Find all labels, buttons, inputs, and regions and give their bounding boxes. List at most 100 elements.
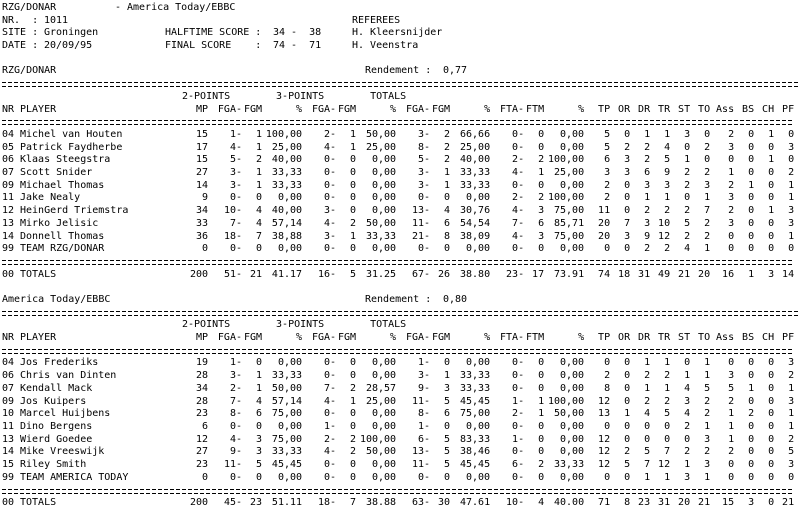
stat-cell: 0 — [768, 357, 775, 369]
separator-line — [2, 344, 795, 358]
stat-cell: 3 — [788, 459, 795, 471]
stat-cell: 0,00 — [466, 357, 491, 369]
stat-cell: 3 — [684, 395, 691, 407]
stat-cell: 4 — [684, 408, 691, 420]
stat-cell: 0 — [538, 446, 545, 458]
stat-cell: 18 — [618, 268, 631, 280]
stat-cell: 3 — [788, 395, 795, 407]
stat-cell: 15 — [195, 154, 208, 166]
team1-rendement-label: Rendement : — [365, 65, 432, 77]
stat-cell: 1 — [255, 382, 262, 394]
stat-cell: 2- — [512, 154, 525, 166]
stat-cell: 0- — [418, 192, 431, 204]
column-header-cell: FGM — [432, 103, 451, 115]
stat-cell: 1 — [788, 382, 795, 394]
stat-cell: 0 — [684, 357, 691, 369]
stat-cell: 0 — [624, 370, 631, 382]
stat-cell: 1 — [788, 421, 795, 432]
stat-cell: 0 — [350, 154, 357, 166]
stat-cell: 0- — [512, 471, 525, 483]
player-name-cell: Kendall Mack — [20, 382, 93, 394]
stat-cell: 100,00 — [547, 154, 585, 166]
stat-cell: 0 — [748, 357, 755, 369]
column-header-cell: FGA- — [405, 103, 431, 115]
stat-cell: 8- — [418, 141, 431, 153]
stat-cell: 11- — [412, 217, 431, 229]
column-header-cell: DR — [638, 103, 651, 115]
player-name-cell: Dino Bergens — [20, 421, 93, 432]
stat-cell: 23 — [638, 497, 651, 509]
column-header-cell: FGM — [243, 103, 262, 115]
stat-cell: 0,00 — [371, 421, 397, 432]
final-label: FINAL SCORE : — [165, 40, 262, 52]
stat-cell: 1 — [255, 128, 262, 140]
stat-cell: 6 — [201, 421, 208, 432]
stat-cell: 13 — [598, 408, 611, 420]
stat-cell: 1- — [512, 395, 525, 407]
group-header-cell: TOTALS — [370, 319, 490, 332]
stat-cell: 0,00 — [560, 433, 585, 445]
stat-cell: 51.11 — [271, 497, 303, 509]
stat-cell: 0 — [748, 459, 755, 471]
team2-title: America Today/EBBC — [2, 294, 111, 306]
stat-cell: 0- — [512, 382, 525, 394]
stat-cell: 3 — [538, 230, 545, 242]
group-header-label: TOTALS — [370, 90, 407, 102]
stat-cell: 1 — [644, 357, 651, 369]
player-number-cell: 04 — [2, 128, 15, 140]
player-row: 11 Jake Nealy 9 0- 0 0,00 0- 0 0,00 0- 0 0,00 2- 2 100… — [2, 192, 794, 205]
stat-cell: 7- — [323, 382, 337, 394]
stat-cell: 3- — [418, 128, 431, 140]
stat-cell: 33 — [195, 217, 208, 229]
stat-cell: 25,00 — [365, 395, 397, 407]
referees-label: REFEREES — [352, 14, 401, 26]
stat-cell: 0- — [512, 128, 525, 140]
stat-cell: 2- — [512, 408, 525, 420]
stat-cell: 1 — [684, 154, 691, 166]
stat-cell: 45,45 — [459, 459, 491, 471]
stat-cell: 4 — [644, 408, 651, 420]
stat-cell: 1 — [350, 230, 357, 242]
player-number-cell: 99 — [2, 243, 15, 255]
stat-cell: 0 — [768, 471, 775, 483]
player-row: 13 Wierd Goedee 12 4- 3 75,00 2- 2 100,00 6- 5 83,3… — [2, 434, 794, 447]
stat-cell: 83,33 — [459, 433, 491, 445]
column-header-cell: OR — [618, 332, 631, 344]
stat-cell: 20 — [678, 497, 691, 509]
stat-cell: 1 — [748, 268, 755, 280]
player-row: 13 Mirko Jelisic 33 7- 4 57,14 4- 2 50,00 11- 6 54,… — [2, 218, 794, 231]
stat-cell: 33,33 — [553, 459, 585, 471]
blank-line — [0, 53, 800, 66]
player-row: 07 Scott Snider 27 3- 1 33,33 0- 0 0,00 3- 1 33,33 4… — [2, 167, 794, 180]
player-name-cell: TEAM RZG/DONAR — [20, 243, 105, 255]
stat-cell: 1 — [788, 230, 795, 242]
home-team-name: RZG/DONAR — [2, 2, 57, 13]
separator-row — [2, 116, 795, 129]
stat-cell: 0 — [768, 370, 775, 382]
matchup-line: RZG/DONAR - America Today/EBBC — [0, 2, 800, 15]
totals-row: 00 TOTALS 200 51- 21 41.17 16- 5 31.25 67- 26 38.80… — [2, 269, 794, 282]
team1-title-line: RZG/DONAR Rendement : 0,77 — [0, 65, 800, 78]
stat-cell: 2 — [684, 446, 691, 458]
totals-row: 00 TOTALS 200 45- 23 51.11 18- 7 38.88 63- 30 47.61… — [2, 497, 794, 510]
stat-cell: 74 — [598, 268, 611, 280]
stat-cell: 0 — [624, 395, 631, 407]
stat-cell: 3 — [624, 230, 631, 242]
stat-cell: 1- — [418, 421, 431, 432]
stat-cell: 0- — [512, 357, 525, 369]
group-header-label: TOTALS — [370, 319, 407, 331]
stat-cell: 0,00 — [560, 370, 585, 382]
stat-cell: 1 — [664, 382, 671, 394]
stat-cell: 75,00 — [553, 205, 585, 217]
stat-cell: 3 — [728, 192, 735, 204]
stat-cell: 3 — [604, 167, 611, 179]
stat-cell: 9 — [664, 167, 671, 179]
stat-cell: 71 — [598, 497, 611, 509]
column-header-cell: OR — [618, 103, 631, 115]
column-header-cell: BS — [742, 332, 755, 344]
stat-cell: 0 — [255, 243, 262, 255]
stat-cell: 3- — [323, 230, 337, 242]
stat-cell: 0 — [768, 421, 775, 432]
stat-cell: 38.88 — [365, 497, 397, 509]
